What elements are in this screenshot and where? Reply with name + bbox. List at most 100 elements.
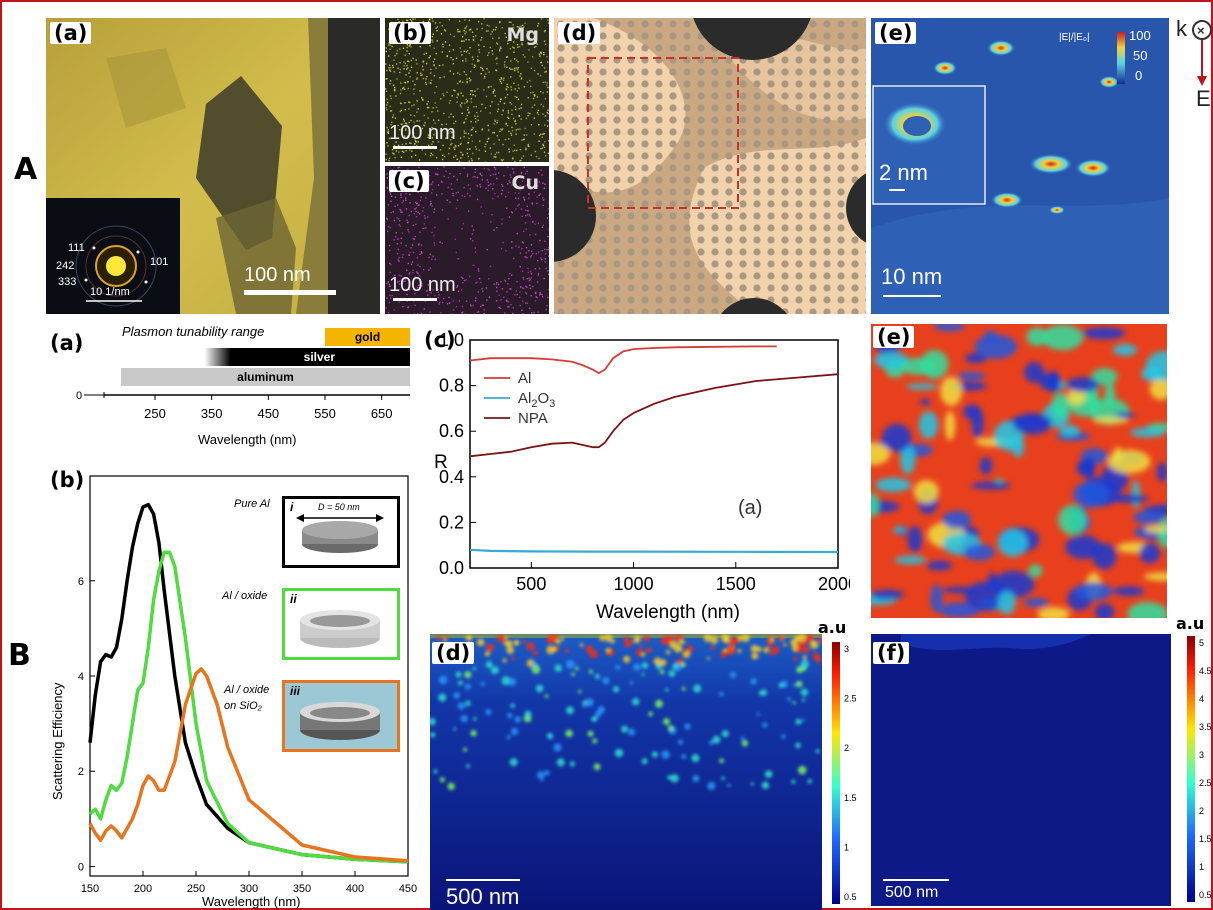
cross-section-map-f-panel: (f) 500 nm xyxy=(871,634,1171,906)
colorbar-tick-label: 4 xyxy=(1199,694,1204,704)
scattering-y-tick-label: 0 xyxy=(78,861,84,873)
reflectance-x-tick-label: 500 xyxy=(516,574,546,594)
reflectance-legend-label: Al xyxy=(518,370,531,387)
mg-map-panel: (b) Mg 100 nm xyxy=(385,18,549,162)
mg-element-label: Mg xyxy=(506,24,539,46)
mg-map xyxy=(385,18,549,162)
panel-b-scale-label: 100 nm xyxy=(389,122,456,144)
tunability-tick-label: 350 xyxy=(201,406,223,421)
panel-e-label: (e) xyxy=(875,22,917,44)
efield-label: E xyxy=(1196,86,1211,111)
scattering-x-tick-label: 350 xyxy=(293,883,311,895)
scattering-x-tick-label: 400 xyxy=(346,883,364,895)
tunability-bar-label-silver: silver xyxy=(304,350,336,364)
map-f-colorbar-unit: a.u xyxy=(1176,614,1205,633)
inset-pure-al-title: Pure Al xyxy=(234,498,270,510)
scattering-x-tick-label: 300 xyxy=(240,883,258,895)
scattering-ylabel: Scattering Efficiency xyxy=(50,682,65,800)
reflectance-series-line-1 xyxy=(469,345,777,375)
reflectance-ylabel: R xyxy=(434,452,448,473)
inset-pure-al-num: i xyxy=(290,500,294,514)
reflectance-y-tick-label: 1.0 xyxy=(439,330,464,350)
colorbar-tick-label: 2.5 xyxy=(844,694,857,704)
cu-element-label: Cu xyxy=(511,172,539,194)
reflectance-legend-label: Al2O3 xyxy=(518,390,555,410)
colorbar-tick-label: 3 xyxy=(1199,750,1204,760)
panel-a-scale-label: 100 nm xyxy=(244,264,311,286)
colorbar-tick-label: 1.5 xyxy=(1199,834,1212,844)
reflectance-y-tick-label: 0.6 xyxy=(439,421,464,441)
colorbar-tick-label: 1 xyxy=(1199,862,1204,872)
cu-map-panel: (c) Cu 100 nm xyxy=(385,166,549,314)
colorbar-tick-label: 1.5 xyxy=(844,793,857,803)
scattering-series-line-2 xyxy=(88,550,409,864)
field-inset-scale-label: 2 nm xyxy=(879,160,928,185)
scattering-x-tick-label: 450 xyxy=(399,883,417,895)
cu-map xyxy=(385,166,549,314)
diffraction-inset: 111 242 333 101 10 1/nm xyxy=(46,198,180,314)
tunability-tick-label: 650 xyxy=(371,406,393,421)
diffraction-ring-101: 101 xyxy=(150,256,169,268)
scattering-x-tick-label: 150 xyxy=(81,883,99,895)
map-d-label: (d) xyxy=(432,642,475,664)
tunability-bar-gold xyxy=(325,328,410,346)
panel-c-label: (c) xyxy=(389,170,429,192)
inset-al-oxide-sio2: Al / oxide on SiO₂ iii xyxy=(224,680,400,752)
reflectance-y-tick-label: 0.4 xyxy=(439,467,464,487)
tunability-bar-label-gold: gold xyxy=(355,330,380,344)
scattering-x-tick-label: 200 xyxy=(134,883,152,895)
reflectance-y-tick-label: 0.8 xyxy=(439,376,464,396)
colorbar-tick-label: 0.5 xyxy=(844,892,857,902)
map-e-label: (e) xyxy=(873,326,915,348)
scattering-chart: 150 200 250 300 350 400 450 0 2 4 6 Scattering Eff… xyxy=(50,475,417,909)
inset-pure-al: Pure Al i D = 50 nm xyxy=(234,496,400,568)
scattering-series-line-3 xyxy=(88,667,409,863)
map-d-colorbar-unit: a.u xyxy=(818,618,847,637)
panel-c-scale-label: 100 nm xyxy=(389,274,456,296)
inset-al-oxide-sio2-title: Al / oxide on SiO₂ xyxy=(224,684,270,712)
tunability-bar-label-aluminum: aluminum xyxy=(237,370,294,384)
panel-a-scale-bar xyxy=(244,290,336,295)
map-f-scale-label: 500 nm xyxy=(885,884,939,901)
colorbar-tick-label: 2.5 xyxy=(1199,778,1212,788)
tunability-tick-label: 450 xyxy=(257,406,279,421)
map-d-colorbar: 3 2.5 2 1.5 1 0.5 xyxy=(832,642,857,904)
colorbar-tick-label: 5 xyxy=(1199,638,1204,648)
tunability-title: Plasmon tunability range xyxy=(122,324,264,339)
field-colorbar-title: |E|/|E₀| xyxy=(1059,32,1090,43)
scattering-series-line-1 xyxy=(88,502,409,864)
map-f-label: (f) xyxy=(873,642,910,664)
tunability-y-tick-0: 0 xyxy=(76,390,82,402)
scattering-y-tick-label: 4 xyxy=(78,671,84,683)
scattering-xlabel: Wavelength (nm) xyxy=(202,894,301,909)
inset-al-oxide-sio2-num: iii xyxy=(290,684,301,698)
polarization-icon: × xyxy=(1192,20,1212,86)
inset-al-oxide-title: Al / oxide xyxy=(222,590,268,602)
scattering-y-tick-label: 2 xyxy=(78,766,84,778)
reflectance-y-tick-label: 0.0 xyxy=(439,558,464,578)
map-f-colorbar: 5 4.5 4 3.5 3 2.5 2 1.5 1 0.5 xyxy=(1187,636,1212,902)
map-d-scale-label: 500 nm xyxy=(446,884,520,909)
reflectance-xlabel: Wavelength (nm) xyxy=(596,602,740,623)
diffraction-scale-label: 10 1/nm xyxy=(90,286,130,298)
panel-c-scale-bar xyxy=(393,298,437,301)
tunability-bar-aluminum xyxy=(121,368,410,386)
tunability-tick-label: 550 xyxy=(314,406,336,421)
colorbar-tick-label: 2 xyxy=(1199,806,1204,816)
nanoporous-field-map-panel: (e) xyxy=(871,324,1167,618)
colorbar-tick-label: 3.5 xyxy=(1199,722,1212,732)
scattering-x-tick-label: 250 xyxy=(187,883,205,895)
colorbar-tick-label: 2 xyxy=(844,743,849,753)
reflectance-series-line-2 xyxy=(469,548,839,554)
row-label-a: A xyxy=(14,152,38,187)
scattering-panel-label: (b) xyxy=(50,468,85,492)
reflectance-inner-label: (a) xyxy=(738,497,762,519)
diffraction-ring-333: 333 xyxy=(58,276,77,288)
row-label-b: B xyxy=(8,638,31,673)
nanoporous-schematic xyxy=(554,18,866,314)
colorbar-tick-label: 1 xyxy=(844,842,849,852)
colorbar-tick-label: 4.5 xyxy=(1199,666,1212,676)
scattering-y-tick-label: 6 xyxy=(78,576,84,588)
panel-a-label: (a) xyxy=(50,22,92,44)
